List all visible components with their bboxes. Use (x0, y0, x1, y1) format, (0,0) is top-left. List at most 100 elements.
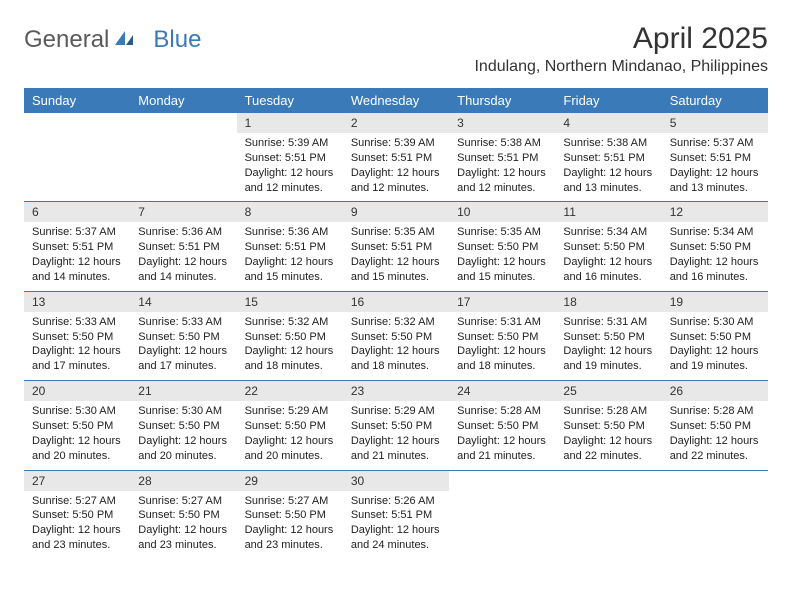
calendar-day-cell: 21Sunrise: 5:30 AMSunset: 5:50 PMDayligh… (130, 381, 236, 470)
day-number: 9 (343, 202, 449, 222)
day-details: Sunrise: 5:37 AMSunset: 5:51 PMDaylight:… (662, 133, 768, 201)
calendar-day-cell: 6Sunrise: 5:37 AMSunset: 5:51 PMDaylight… (24, 202, 130, 291)
day-number: 1 (237, 113, 343, 133)
brand-logo: General Blue (24, 26, 201, 54)
day-details: Sunrise: 5:37 AMSunset: 5:51 PMDaylight:… (24, 222, 130, 290)
day-details: Sunrise: 5:36 AMSunset: 5:51 PMDaylight:… (130, 222, 236, 290)
day-details: Sunrise: 5:39 AMSunset: 5:51 PMDaylight:… (343, 133, 449, 201)
weekday-header: Friday (555, 88, 661, 113)
day-number: 25 (555, 381, 661, 401)
calendar-day-cell: 14Sunrise: 5:33 AMSunset: 5:50 PMDayligh… (130, 291, 236, 380)
day-details: Sunrise: 5:32 AMSunset: 5:50 PMDaylight:… (237, 312, 343, 380)
day-details: Sunrise: 5:31 AMSunset: 5:50 PMDaylight:… (449, 312, 555, 380)
day-number: 22 (237, 381, 343, 401)
weekday-header-row: SundayMondayTuesdayWednesdayThursdayFrid… (24, 88, 768, 113)
day-number: 13 (24, 292, 130, 312)
day-number: 30 (343, 471, 449, 491)
title-block: April 2025 Indulang, Northern Mindanao, … (474, 22, 768, 82)
day-details: Sunrise: 5:30 AMSunset: 5:50 PMDaylight:… (24, 401, 130, 469)
day-number: 10 (449, 202, 555, 222)
day-details: Sunrise: 5:28 AMSunset: 5:50 PMDaylight:… (662, 401, 768, 469)
calendar-day-cell: 19Sunrise: 5:30 AMSunset: 5:50 PMDayligh… (662, 291, 768, 380)
calendar-day-cell: 16Sunrise: 5:32 AMSunset: 5:50 PMDayligh… (343, 291, 449, 380)
day-details: Sunrise: 5:35 AMSunset: 5:50 PMDaylight:… (449, 222, 555, 290)
day-number: 29 (237, 471, 343, 491)
day-details: Sunrise: 5:30 AMSunset: 5:50 PMDaylight:… (662, 312, 768, 380)
day-number: 16 (343, 292, 449, 312)
calendar-day-cell: 3Sunrise: 5:38 AMSunset: 5:51 PMDaylight… (449, 113, 555, 202)
day-number: 15 (237, 292, 343, 312)
calendar-day-cell (449, 470, 555, 559)
calendar-day-cell: 25Sunrise: 5:28 AMSunset: 5:50 PMDayligh… (555, 381, 661, 470)
day-number: 14 (130, 292, 236, 312)
weekday-header: Monday (130, 88, 236, 113)
weekday-header: Sunday (24, 88, 130, 113)
day-number: 21 (130, 381, 236, 401)
day-number: 20 (24, 381, 130, 401)
day-number: 23 (343, 381, 449, 401)
day-number: 26 (662, 381, 768, 401)
calendar-day-cell: 10Sunrise: 5:35 AMSunset: 5:50 PMDayligh… (449, 202, 555, 291)
day-number: 17 (449, 292, 555, 312)
calendar-day-cell (130, 113, 236, 202)
day-details: Sunrise: 5:34 AMSunset: 5:50 PMDaylight:… (662, 222, 768, 290)
day-details: Sunrise: 5:38 AMSunset: 5:51 PMDaylight:… (449, 133, 555, 201)
location-text: Indulang, Northern Mindanao, Philippines (474, 58, 768, 76)
day-number: 27 (24, 471, 130, 491)
brand-part2: Blue (153, 26, 201, 54)
day-details: Sunrise: 5:27 AMSunset: 5:50 PMDaylight:… (130, 491, 236, 559)
calendar-day-cell: 23Sunrise: 5:29 AMSunset: 5:50 PMDayligh… (343, 381, 449, 470)
day-number: 5 (662, 113, 768, 133)
calendar-day-cell: 11Sunrise: 5:34 AMSunset: 5:50 PMDayligh… (555, 202, 661, 291)
calendar-week-row: 20Sunrise: 5:30 AMSunset: 5:50 PMDayligh… (24, 381, 768, 470)
calendar-day-cell (24, 113, 130, 202)
calendar-day-cell: 18Sunrise: 5:31 AMSunset: 5:50 PMDayligh… (555, 291, 661, 380)
day-details: Sunrise: 5:29 AMSunset: 5:50 PMDaylight:… (237, 401, 343, 469)
calendar-week-row: 13Sunrise: 5:33 AMSunset: 5:50 PMDayligh… (24, 291, 768, 380)
calendar-day-cell: 27Sunrise: 5:27 AMSunset: 5:50 PMDayligh… (24, 470, 130, 559)
day-number: 19 (662, 292, 768, 312)
calendar-day-cell: 24Sunrise: 5:28 AMSunset: 5:50 PMDayligh… (449, 381, 555, 470)
day-number: 28 (130, 471, 236, 491)
weekday-header: Thursday (449, 88, 555, 113)
calendar-day-cell (662, 470, 768, 559)
day-number: 6 (24, 202, 130, 222)
calendar-day-cell: 4Sunrise: 5:38 AMSunset: 5:51 PMDaylight… (555, 113, 661, 202)
day-details: Sunrise: 5:31 AMSunset: 5:50 PMDaylight:… (555, 312, 661, 380)
calendar-table: SundayMondayTuesdayWednesdayThursdayFrid… (24, 88, 768, 559)
day-details: Sunrise: 5:28 AMSunset: 5:50 PMDaylight:… (449, 401, 555, 469)
day-details: Sunrise: 5:29 AMSunset: 5:50 PMDaylight:… (343, 401, 449, 469)
calendar-day-cell: 7Sunrise: 5:36 AMSunset: 5:51 PMDaylight… (130, 202, 236, 291)
calendar-body: 1Sunrise: 5:39 AMSunset: 5:51 PMDaylight… (24, 113, 768, 559)
calendar-day-cell: 28Sunrise: 5:27 AMSunset: 5:50 PMDayligh… (130, 470, 236, 559)
calendar-week-row: 27Sunrise: 5:27 AMSunset: 5:50 PMDayligh… (24, 470, 768, 559)
day-number: 18 (555, 292, 661, 312)
day-details: Sunrise: 5:34 AMSunset: 5:50 PMDaylight:… (555, 222, 661, 290)
calendar-week-row: 6Sunrise: 5:37 AMSunset: 5:51 PMDaylight… (24, 202, 768, 291)
day-details: Sunrise: 5:27 AMSunset: 5:50 PMDaylight:… (237, 491, 343, 559)
day-details: Sunrise: 5:30 AMSunset: 5:50 PMDaylight:… (130, 401, 236, 469)
calendar-day-cell: 9Sunrise: 5:35 AMSunset: 5:51 PMDaylight… (343, 202, 449, 291)
calendar-day-cell: 1Sunrise: 5:39 AMSunset: 5:51 PMDaylight… (237, 113, 343, 202)
weekday-header: Tuesday (237, 88, 343, 113)
calendar-day-cell: 22Sunrise: 5:29 AMSunset: 5:50 PMDayligh… (237, 381, 343, 470)
header: General Blue April 2025 Indulang, Northe… (24, 22, 768, 82)
day-details: Sunrise: 5:27 AMSunset: 5:50 PMDaylight:… (24, 491, 130, 559)
calendar-day-cell: 13Sunrise: 5:33 AMSunset: 5:50 PMDayligh… (24, 291, 130, 380)
calendar-day-cell: 26Sunrise: 5:28 AMSunset: 5:50 PMDayligh… (662, 381, 768, 470)
calendar-week-row: 1Sunrise: 5:39 AMSunset: 5:51 PMDaylight… (24, 113, 768, 202)
calendar-day-cell: 8Sunrise: 5:36 AMSunset: 5:51 PMDaylight… (237, 202, 343, 291)
calendar-day-cell: 20Sunrise: 5:30 AMSunset: 5:50 PMDayligh… (24, 381, 130, 470)
day-number: 24 (449, 381, 555, 401)
calendar-day-cell: 29Sunrise: 5:27 AMSunset: 5:50 PMDayligh… (237, 470, 343, 559)
day-details: Sunrise: 5:39 AMSunset: 5:51 PMDaylight:… (237, 133, 343, 201)
day-number: 12 (662, 202, 768, 222)
day-details: Sunrise: 5:38 AMSunset: 5:51 PMDaylight:… (555, 133, 661, 201)
day-number: 3 (449, 113, 555, 133)
sail-icon (113, 26, 135, 54)
day-details: Sunrise: 5:26 AMSunset: 5:51 PMDaylight:… (343, 491, 449, 559)
day-details: Sunrise: 5:28 AMSunset: 5:50 PMDaylight:… (555, 401, 661, 469)
day-number: 7 (130, 202, 236, 222)
day-number: 8 (237, 202, 343, 222)
calendar-day-cell: 2Sunrise: 5:39 AMSunset: 5:51 PMDaylight… (343, 113, 449, 202)
